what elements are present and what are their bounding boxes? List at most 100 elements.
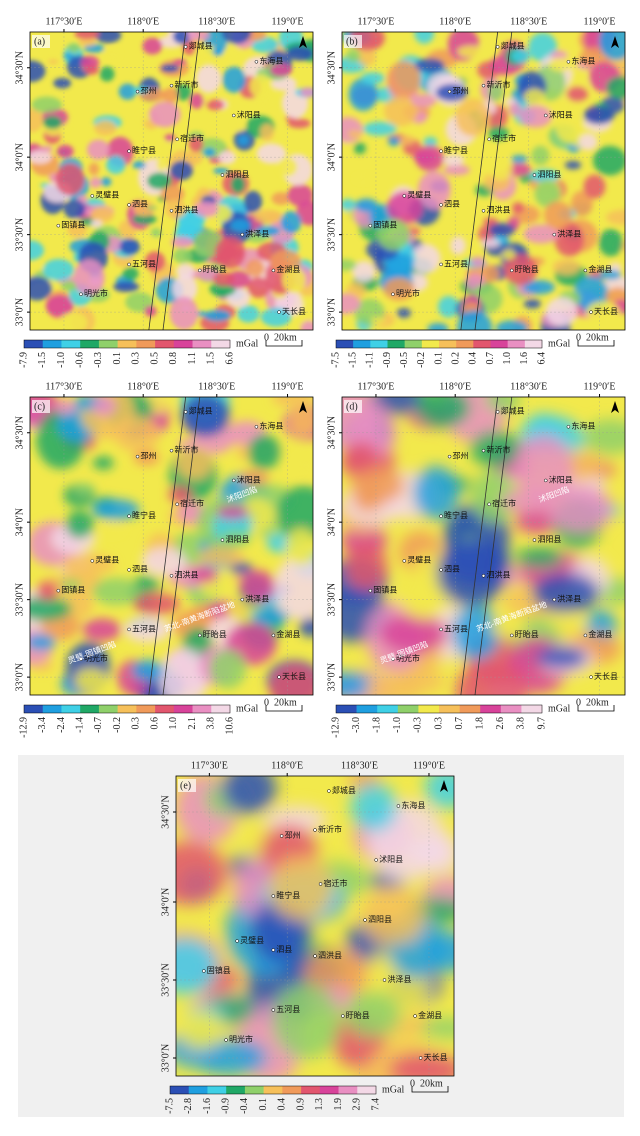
place-dot bbox=[127, 568, 131, 572]
place-label: 天长县 bbox=[282, 671, 306, 681]
place-label: 五河县 bbox=[132, 258, 156, 268]
fault-line bbox=[162, 397, 201, 695]
anomaly-blob bbox=[282, 267, 306, 294]
place-dot bbox=[271, 633, 276, 638]
anomaly-blob bbox=[487, 125, 509, 141]
place-label: 邳州 bbox=[453, 86, 469, 95]
place-dot bbox=[544, 113, 548, 118]
anomaly-blob bbox=[361, 886, 426, 945]
lat-label: 34°0′N bbox=[14, 143, 25, 171]
colorbar-label: -0.6 bbox=[74, 352, 85, 368]
panel-label-bg bbox=[32, 400, 50, 413]
anomaly-blob bbox=[84, 65, 99, 75]
anomaly-blob bbox=[586, 300, 620, 323]
panel-label: (e) bbox=[180, 780, 191, 791]
colorbar-cell bbox=[397, 705, 419, 713]
colorbar-label: -3.4 bbox=[37, 717, 48, 733]
anomaly-blob bbox=[357, 48, 377, 66]
anomaly-blob bbox=[78, 37, 96, 47]
colorbar-cell bbox=[61, 705, 81, 713]
colorbar-label: -3.0 bbox=[351, 717, 362, 733]
scale-label: 20km bbox=[586, 332, 609, 343]
anomaly-blob bbox=[531, 145, 550, 166]
place-dot bbox=[487, 137, 491, 142]
anomaly-blob bbox=[272, 983, 341, 1059]
anomaly-blob bbox=[30, 150, 52, 164]
panel-label: (c) bbox=[34, 401, 45, 412]
place-dot bbox=[220, 538, 225, 542]
place-dot bbox=[418, 1056, 423, 1060]
fault-line bbox=[148, 397, 187, 695]
lon-label: 118°0′E bbox=[127, 16, 159, 27]
colorbar-cell bbox=[226, 1086, 246, 1094]
colorbar-label: 0.1 bbox=[112, 352, 123, 365]
colorbar-label: -0.2 bbox=[112, 717, 123, 733]
anomaly-blob bbox=[146, 205, 158, 211]
anomaly-blob bbox=[437, 295, 459, 318]
map-frame bbox=[29, 396, 314, 696]
anomaly-blob bbox=[457, 45, 486, 58]
anomaly-blob bbox=[94, 32, 122, 44]
north-arrow bbox=[440, 780, 448, 792]
lat-label: 34°30′N bbox=[326, 51, 337, 84]
colorbar-label: 0.1 bbox=[433, 352, 444, 365]
anomaly-blob bbox=[511, 154, 528, 164]
colorbar-label: 6.6 bbox=[224, 352, 235, 365]
anomaly-blob bbox=[239, 469, 269, 487]
place-dot bbox=[583, 268, 588, 273]
anomaly-blob bbox=[287, 184, 313, 207]
colorbar-label: -1.5 bbox=[347, 352, 358, 368]
anomaly-blob bbox=[415, 397, 471, 428]
colorbar-label: 0.3 bbox=[131, 717, 142, 730]
anomaly-blob bbox=[383, 277, 415, 301]
anomaly-blob bbox=[397, 569, 451, 620]
anomaly-blob bbox=[203, 309, 231, 322]
anomaly-blob bbox=[271, 192, 291, 205]
lat-label: 33°0′N bbox=[326, 298, 337, 326]
anomaly-blob bbox=[159, 648, 209, 695]
anomaly-blob bbox=[213, 271, 235, 287]
anomaly-blob bbox=[548, 57, 574, 72]
scale-label: 0 bbox=[410, 1078, 415, 1089]
anomaly-blob bbox=[222, 66, 247, 93]
scale-bar bbox=[265, 705, 303, 712]
lon-label: 118°30′E bbox=[198, 381, 235, 392]
anomaly-blob bbox=[510, 48, 531, 64]
colorbar-cell bbox=[521, 705, 543, 713]
place-dot bbox=[232, 113, 236, 118]
place-dot bbox=[198, 268, 202, 273]
anomaly-blob bbox=[133, 450, 160, 466]
colorbar-cell bbox=[459, 705, 481, 713]
anomaly-blob bbox=[53, 77, 72, 89]
place-dot bbox=[169, 83, 174, 88]
colorbar-cell bbox=[357, 1086, 377, 1094]
anomaly-blob bbox=[354, 174, 372, 183]
place-dot bbox=[391, 292, 395, 296]
anomaly-blob bbox=[388, 1051, 454, 1076]
north-arrow bbox=[611, 401, 619, 413]
colorbar-cell bbox=[98, 705, 118, 713]
place-dot bbox=[169, 574, 174, 578]
place-dot bbox=[127, 203, 131, 207]
place-label: 五河县 bbox=[444, 258, 468, 268]
unit-label: mGal bbox=[236, 338, 258, 349]
colorbar-frame bbox=[169, 1085, 377, 1095]
place-dot bbox=[447, 89, 452, 94]
place-label: 沭阳县 bbox=[549, 109, 573, 119]
anomaly-blob bbox=[158, 141, 180, 153]
anomaly-blob bbox=[256, 143, 287, 164]
anomaly-blob bbox=[133, 200, 156, 217]
anomaly-blob bbox=[488, 158, 513, 181]
place-dot bbox=[271, 948, 276, 952]
anomaly-blob bbox=[94, 120, 117, 136]
place-label: 泗洪县 bbox=[487, 570, 511, 580]
anomaly-blob bbox=[144, 305, 157, 317]
anomaly-blob bbox=[216, 505, 249, 520]
colorbar-cell bbox=[473, 340, 491, 348]
place-dot bbox=[532, 538, 537, 542]
place-dot bbox=[79, 292, 83, 296]
place-dot bbox=[313, 954, 317, 958]
colorbar-frame bbox=[335, 704, 543, 714]
place-label: 盱眙县 bbox=[203, 629, 227, 639]
unit-label: mGal bbox=[548, 703, 570, 714]
